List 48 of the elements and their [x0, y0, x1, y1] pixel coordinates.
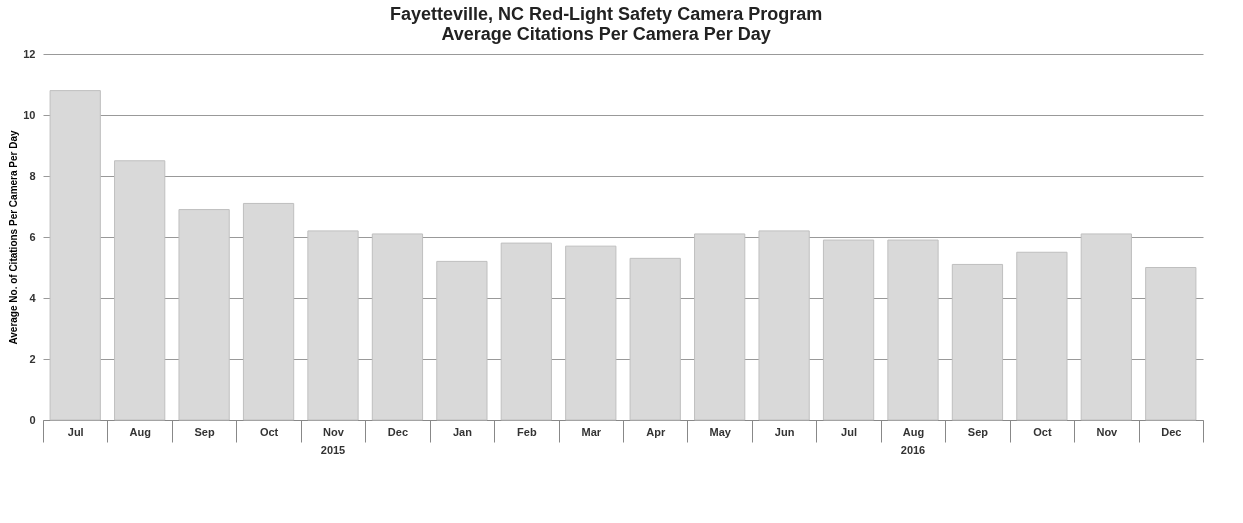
x-tick-label: Dec — [387, 425, 409, 438]
x-tick-label: Dec — [1161, 425, 1182, 438]
bar — [1016, 251, 1068, 421]
y-tick-label: 12 — [23, 47, 36, 60]
x-tick-label: Aug — [902, 425, 925, 438]
bar — [49, 90, 101, 421]
y-tick-label: 8 — [29, 169, 36, 182]
bar — [758, 230, 810, 421]
bar — [565, 245, 617, 421]
bar — [951, 263, 1004, 421]
bar — [114, 160, 166, 421]
bar — [242, 202, 295, 421]
bar — [371, 233, 424, 421]
x-tick-label: Jan — [452, 425, 473, 438]
bar — [307, 230, 359, 421]
y-tick-label: 2 — [29, 352, 36, 365]
y-tick-label: 10 — [23, 108, 36, 121]
text: 2016 — [900, 444, 926, 456]
y-tick-label: 6 — [29, 230, 36, 243]
bar — [178, 209, 230, 421]
bar — [500, 242, 552, 421]
x-tick-label: Apr — [646, 425, 666, 438]
bar — [1080, 233, 1132, 421]
x-tick-label: Nov — [1096, 425, 1119, 438]
x-tick-label: Sep — [967, 425, 989, 438]
x-tick-label: Oct — [1033, 425, 1052, 438]
y-tick-label: 4 — [29, 291, 37, 304]
x-tick-label: Nov — [323, 425, 345, 438]
bar — [1145, 267, 1197, 421]
x-tick-label: Aug — [129, 425, 151, 438]
chart-title: Fayetteville, NC Red-Light Safety Camera Program — [390, 4, 823, 24]
bar — [629, 257, 681, 421]
chart-subtitle: Average Citations Per Camera Per Day — [441, 24, 771, 44]
x-tick-label: Jun — [774, 425, 795, 438]
x-tick-label: Jul — [67, 425, 84, 438]
x-tick-label: Oct — [259, 425, 279, 438]
bar — [822, 239, 875, 421]
bar — [887, 239, 939, 421]
x-tick-label: Sep — [194, 425, 215, 438]
text: 2015 — [320, 444, 346, 456]
x-tick-label: Mar — [581, 425, 602, 438]
y-tick-label: 0 — [29, 413, 36, 426]
bar — [436, 260, 488, 421]
x-tick-label: Jul — [841, 425, 858, 438]
bar — [694, 233, 746, 421]
y-axis-title: Average No. of Citations Per Camera Per Day — [8, 129, 20, 345]
x-tick-label: May — [709, 425, 732, 438]
x-tick-label: Feb — [517, 425, 537, 438]
